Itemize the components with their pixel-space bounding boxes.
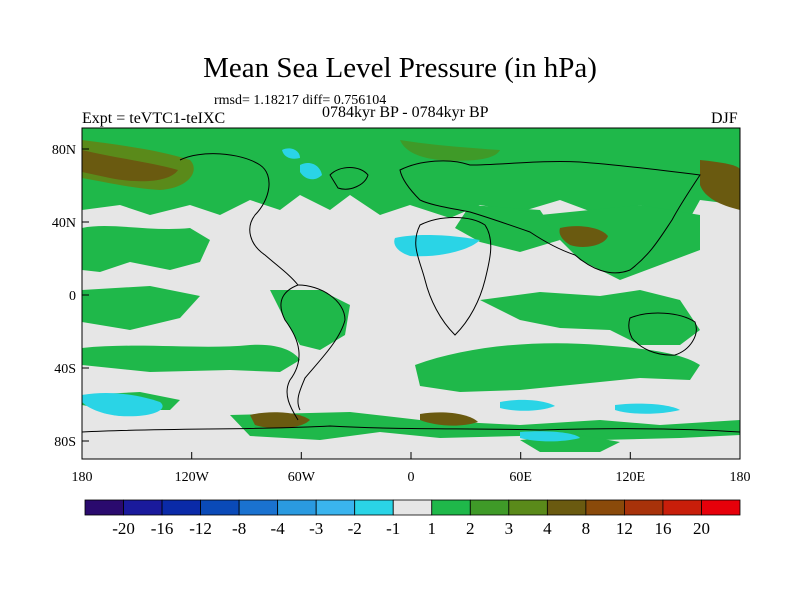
colorbar-label: 3 <box>505 519 514 538</box>
coastlines <box>82 153 740 433</box>
colorbar-swatch <box>546 499 587 516</box>
colorbar-label: 12 <box>616 519 633 538</box>
lon-tick-label: 0 <box>408 470 415 485</box>
period-label: 0784kyr BP - 0784kyr BP <box>322 104 489 121</box>
colorbar-label: -3 <box>309 519 323 538</box>
lat-tick-label: 40S <box>54 362 76 377</box>
chart-title: Mean Sea Level Pressure (in hPa) <box>203 52 597 84</box>
season-label: DJF <box>711 110 738 127</box>
colorbar-swatch <box>161 499 201 516</box>
axis-ticks <box>81 148 741 459</box>
lon-tick-label: 120E <box>616 470 646 485</box>
lat-tick-label: 40N <box>52 216 76 231</box>
colorbar-swatch <box>123 499 163 516</box>
colorbar-label: 1 <box>428 519 437 538</box>
colorbar-label: -2 <box>348 519 362 538</box>
colorbar-label: 4 <box>543 519 552 538</box>
colorbar <box>84 499 741 516</box>
colorbar-label: 2 <box>466 519 475 538</box>
colorbar-label: -1 <box>386 519 400 538</box>
colorbar-swatch <box>277 499 317 516</box>
colorbar-swatch <box>469 499 510 516</box>
lon-tick-label: 120W <box>175 470 210 485</box>
colorbar-swatch <box>508 499 548 516</box>
colorbar-swatch <box>662 499 702 516</box>
colorbar-label: 8 <box>582 519 591 538</box>
colorbar-label: -8 <box>232 519 246 538</box>
colorbar-swatch <box>392 499 433 516</box>
colorbar-swatch <box>701 499 741 516</box>
colorbar-swatch <box>354 499 394 516</box>
colorbar-label: -16 <box>151 519 174 538</box>
colorbar-labels: -20 -16 -12 -8 -4 -3 -2 -1 1 2 3 4 8 12 16 20 <box>112 519 710 538</box>
colorbar-swatch <box>431 499 471 516</box>
map-panel <box>82 128 740 459</box>
colorbar-swatch <box>238 499 279 516</box>
brown-regions <box>82 140 740 429</box>
lat-tick-label: 80N <box>52 143 76 158</box>
colorbar-swatch <box>84 499 124 516</box>
lon-tick-label: 180 <box>72 470 93 485</box>
lon-tick-labels: 180 120W 60W 0 60E 120E 180 <box>72 470 751 485</box>
cyan-regions <box>82 148 680 442</box>
colorbar-label: 20 <box>693 519 710 538</box>
colorbar-label: -20 <box>112 519 135 538</box>
colorbar-label: -4 <box>271 519 286 538</box>
colorbar-label: -12 <box>189 519 212 538</box>
green-regions <box>82 128 740 452</box>
lon-tick-label: 180 <box>730 470 751 485</box>
lon-tick-label: 60E <box>509 470 532 485</box>
colorbar-swatch <box>585 499 625 516</box>
stats-text: rmsd= 1.18217 diff= 0.756104 <box>214 93 387 108</box>
lon-tick-label: 60W <box>288 470 316 485</box>
experiment-label: Expt = teVTC1-teIXC <box>82 110 226 127</box>
lat-tick-label: 80S <box>54 435 76 450</box>
lat-tick-label: 0 <box>69 289 76 304</box>
colorbar-swatch <box>315 499 356 516</box>
colorbar-swatch <box>200 499 240 516</box>
lat-tick-labels: 80N 40N 0 40S 80S <box>52 143 76 450</box>
colorbar-swatch <box>624 499 664 516</box>
colorbar-label: 16 <box>654 519 671 538</box>
